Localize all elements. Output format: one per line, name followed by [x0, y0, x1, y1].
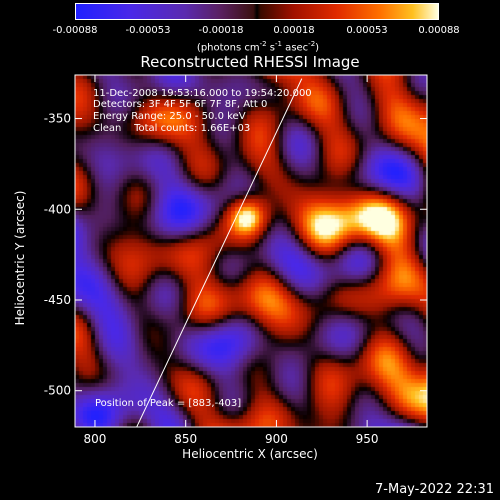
colorbar-tick: -0.00018: [198, 25, 244, 36]
peak-position-label: Position of Peak = [883,-403]: [95, 398, 242, 409]
chart-title: Reconstructed RHESSI Image: [140, 53, 360, 71]
colorbar-tick: 0.00088: [418, 25, 460, 36]
y-tick-label: -400: [44, 202, 71, 216]
colorbar-units: (photons cm-2 s-1 asec-2): [196, 40, 320, 54]
heatmap-image: [75, 75, 427, 427]
heatmap-canvas: [75, 75, 427, 427]
y-tick-label: -450: [44, 293, 71, 307]
algorithm-label: Clean Total counts: 1.66E+03: [93, 123, 251, 134]
time-range-label: 11-Dec-2008 19:53:16.000 to 19:54:20.000: [93, 88, 312, 99]
x-tick-label: 900: [265, 432, 288, 446]
footer-date: 7-May-2022 22:31: [375, 482, 494, 497]
x-tick-label: 850: [174, 432, 197, 446]
x-tick-label: 950: [356, 432, 379, 446]
colorbar-tick: 0.00018: [273, 25, 315, 36]
colorbar-tick: 0.00053: [346, 25, 388, 36]
colorbar-tick: -0.00053: [125, 25, 171, 36]
energy-range-label: Energy Range: 25.0 - 50.0 keV: [93, 111, 246, 122]
solar-limb-line: [136, 78, 303, 427]
x-tick-label: 800: [84, 432, 107, 446]
y-tick-label: -500: [44, 384, 71, 398]
plot-frame: [74, 74, 428, 428]
y-tick-label: -350: [44, 112, 71, 126]
y-axis-label: Heliocentric Y (arcsec): [13, 190, 27, 326]
x-axis-label: Heliocentric X (arcsec): [182, 447, 318, 461]
colorbar: [75, 3, 439, 20]
detectors-label: Detectors: 3F 4F 5F 6F 7F 8F, Att 0: [93, 99, 268, 110]
colorbar-tick: -0.00088: [52, 25, 98, 36]
